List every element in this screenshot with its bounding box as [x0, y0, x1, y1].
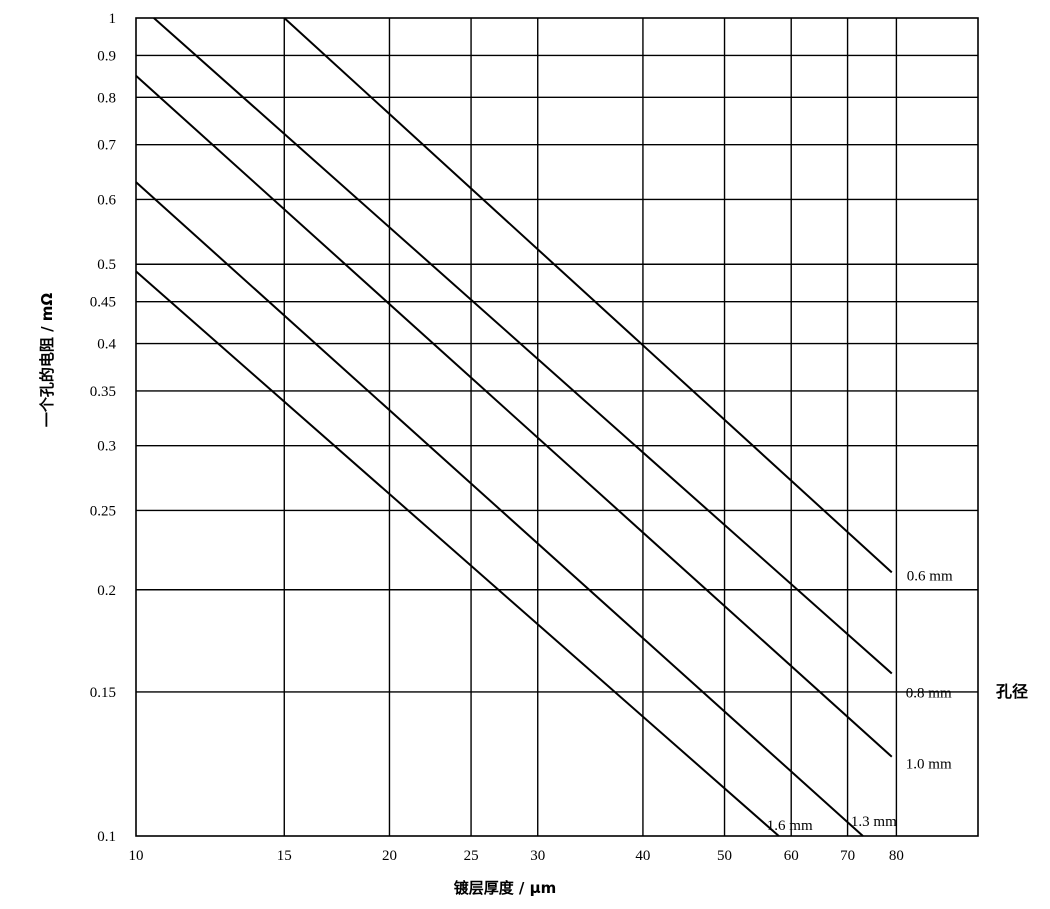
- y-tick-label-0.1: 0.1: [97, 829, 116, 845]
- y-tick-label-0.15: 0.15: [90, 685, 116, 701]
- x-tick-label-25: 25: [464, 848, 479, 864]
- y-tick-label-0.45: 0.45: [90, 295, 116, 311]
- x-tick-label-20: 20: [382, 848, 397, 864]
- y-axis-label: 一个孔的电阻 / mΩ: [38, 293, 56, 428]
- series-line-0.6mm: [283, 17, 893, 574]
- series-line-1.3mm: [135, 181, 864, 837]
- series-label-1.3mm: 1.3 mm: [851, 814, 897, 830]
- x-tick-label-10: 10: [129, 848, 144, 864]
- y-tick-label-0.2: 0.2: [97, 583, 116, 599]
- x-tick-label-50: 50: [717, 848, 732, 864]
- y-tick-label-0.3: 0.3: [97, 439, 116, 455]
- y-tick-label-0.5: 0.5: [97, 257, 116, 273]
- series-labels: 0.6 mm 0.8 mm 1.0 mm 1.3 mm 1.6 mm: [767, 568, 953, 834]
- series-line-0.8mm: [153, 17, 893, 675]
- series-label-1.6mm: 1.6 mm: [767, 818, 813, 834]
- series-line-1.0mm: [135, 74, 893, 758]
- y-tick-label-0.4: 0.4: [97, 337, 116, 353]
- series-label-0.8mm: 0.8 mm: [906, 685, 952, 701]
- y-tick-label-0.9: 0.9: [97, 48, 116, 64]
- tick-labels: 10 15 20 25 30 40 50 60 70 80 0.1 0.15 0.2 0.25 0.3 0.3…: [90, 11, 904, 864]
- x-tick-label-60: 60: [784, 848, 799, 864]
- legend-title: 孔径: [996, 682, 1028, 701]
- y-tick-label-0.35: 0.35: [90, 384, 116, 400]
- y-tick-label-0.6: 0.6: [97, 192, 116, 208]
- x-tick-label-15: 15: [277, 848, 292, 864]
- series-line-1.6mm: [135, 270, 780, 837]
- grid: [135, 17, 979, 837]
- x-tick-label-30: 30: [530, 848, 545, 864]
- y-tick-label-0.8: 0.8: [97, 90, 116, 106]
- series-label-0.6mm: 0.6 mm: [907, 568, 953, 584]
- y-tick-label-0.25: 0.25: [90, 503, 116, 519]
- plot-frame: [135, 17, 979, 837]
- y-tick-label-0.7: 0.7: [97, 138, 116, 154]
- x-tick-label-80: 80: [889, 848, 904, 864]
- series-lines: [135, 17, 893, 837]
- x-tick-label-40: 40: [635, 848, 650, 864]
- y-tick-label-1: 1: [109, 11, 117, 27]
- x-axis-label: 镀层厚度 / μm: [454, 879, 557, 897]
- x-tick-label-70: 70: [840, 848, 855, 864]
- series-label-1.0mm: 1.0 mm: [906, 757, 952, 773]
